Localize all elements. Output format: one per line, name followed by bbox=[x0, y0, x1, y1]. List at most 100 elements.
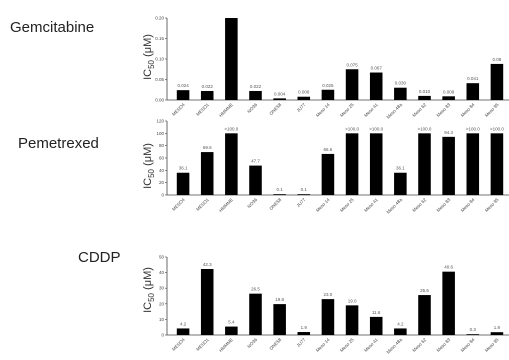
data-label: >100.0 bbox=[345, 126, 359, 131]
category-label: MESO1 bbox=[195, 102, 210, 117]
data-label: >100.0 bbox=[466, 126, 480, 131]
bar-meso4 bbox=[176, 328, 190, 335]
y-tick-label: 40 bbox=[159, 270, 165, 275]
category-label: NO36 bbox=[246, 102, 258, 114]
data-label: 4.2 bbox=[180, 321, 187, 326]
bar-hmmme bbox=[225, 133, 238, 195]
bar-meso-25 bbox=[345, 69, 359, 100]
svg-text:IC50 (μM): IC50 (μM) bbox=[142, 143, 156, 189]
svg-text:IC50 (μM): IC50 (μM) bbox=[142, 34, 156, 80]
data-label: 0.022 bbox=[202, 84, 214, 89]
data-label: 0.030 bbox=[395, 81, 407, 86]
pemetrexed-label: Pemetrexed bbox=[18, 135, 99, 152]
data-label: 26.5 bbox=[251, 287, 260, 292]
bar-meso-62 bbox=[418, 95, 431, 100]
data-label: 0.1 bbox=[277, 187, 284, 192]
category-label: MESO1 bbox=[195, 197, 210, 212]
cddp-y-axis-label: IC50 (μM) bbox=[142, 267, 156, 313]
bar-meso-84 bbox=[466, 133, 480, 195]
category-label: Meso 41 bbox=[363, 102, 379, 118]
bar-meso-41 bbox=[369, 133, 383, 195]
bar-meso1 bbox=[200, 90, 214, 100]
category-label: Meso 95 bbox=[484, 197, 500, 213]
bar-meso-14 bbox=[321, 299, 335, 335]
y-tick-label: 0 bbox=[161, 333, 164, 338]
data-label: 0.075 bbox=[346, 62, 358, 67]
y-tick-label: 60 bbox=[159, 156, 165, 161]
category-label: MESO4 bbox=[171, 197, 186, 212]
bar-ju77 bbox=[297, 194, 311, 195]
y-tick-label: 0.10 bbox=[155, 57, 164, 62]
bar-meso4 bbox=[176, 90, 190, 100]
category-label: Meso 84 bbox=[460, 337, 476, 353]
data-label: >100.0 bbox=[418, 126, 432, 131]
y-tick-label: 100 bbox=[156, 131, 164, 136]
cddp-label: CDDP bbox=[78, 249, 121, 266]
bar-meso-41 bbox=[369, 72, 383, 100]
y-tick-label: 0 bbox=[161, 193, 164, 198]
bar-one58 bbox=[273, 194, 286, 195]
category-label: Meso 14 bbox=[315, 102, 331, 118]
cddp-panel: CDDP IC50 (μM) 010203040504.2MESO442.3ME… bbox=[78, 249, 509, 355]
data-label: 94.3 bbox=[444, 130, 453, 135]
ylabel-main: IC bbox=[142, 302, 154, 313]
category-label: Meso 62 bbox=[411, 337, 427, 353]
bar-meso-83 bbox=[442, 96, 455, 100]
bar-hmmme bbox=[225, 326, 238, 335]
svg-text:IC50 (μM): IC50 (μM) bbox=[142, 267, 156, 313]
category-label: Meso 62 bbox=[411, 102, 427, 118]
gemcitabine-label: Gemcitabine bbox=[10, 19, 94, 36]
bar-no36 bbox=[249, 165, 262, 195]
data-label: 25.6 bbox=[420, 288, 429, 293]
data-label: 0.009 bbox=[443, 89, 455, 94]
data-label: 0.08 bbox=[493, 57, 502, 62]
data-label: 69.6 bbox=[203, 145, 212, 150]
pemetrexed-y-axis-label: IC50 (μM) bbox=[142, 143, 156, 189]
bar-meso-14 bbox=[321, 153, 335, 195]
ylabel-unit: (μM) bbox=[142, 267, 154, 293]
bar-meso-83 bbox=[442, 271, 455, 335]
category-label: Meso 83 bbox=[436, 337, 452, 353]
data-label: 0.1 bbox=[301, 187, 308, 192]
data-label: 0.067 bbox=[371, 66, 383, 71]
category-label: Meso 95 bbox=[484, 102, 500, 118]
category-label: Meso 62 bbox=[411, 197, 427, 213]
data-label: 19.8 bbox=[275, 297, 284, 302]
y-tick-label: 0.20 bbox=[155, 16, 164, 21]
category-label: Meso 14 bbox=[315, 197, 331, 213]
data-label: 36.1 bbox=[179, 166, 188, 171]
category-label: NO36 bbox=[246, 337, 258, 349]
data-label: 0.008 bbox=[298, 90, 310, 95]
bar-meso4 bbox=[176, 172, 190, 195]
data-label: >100.0 bbox=[490, 126, 504, 131]
category-label: Meso 95 bbox=[484, 337, 500, 353]
category-label: HMMME bbox=[218, 102, 234, 118]
y-tick-label: 20 bbox=[159, 301, 165, 306]
category-label: Meso 83 bbox=[436, 197, 452, 213]
data-label: 66.6 bbox=[324, 147, 333, 152]
category-label: ONE58 bbox=[268, 102, 282, 116]
category-label: JU77 bbox=[296, 337, 307, 348]
ylabel-main: IC bbox=[142, 178, 154, 189]
data-label: 47.7 bbox=[251, 159, 260, 164]
data-label: 0.041 bbox=[467, 76, 479, 81]
bar-no36 bbox=[249, 90, 262, 100]
category-label: Meso 83 bbox=[436, 102, 452, 118]
category-label: Meso 84 bbox=[460, 102, 476, 118]
bar-meso-84 bbox=[466, 334, 480, 335]
category-label: ONE58 bbox=[268, 337, 282, 351]
ylabel-unit: (μM) bbox=[142, 34, 154, 60]
data-label: 0.024 bbox=[177, 83, 189, 88]
y-tick-label: 120 bbox=[156, 119, 164, 124]
data-label: 11.6 bbox=[372, 310, 381, 315]
bar-ju77 bbox=[297, 96, 311, 100]
data-label: 0.025 bbox=[322, 83, 334, 88]
bar-one58 bbox=[273, 304, 286, 335]
bar-meso-84 bbox=[466, 83, 480, 100]
category-label: Meso 84 bbox=[460, 197, 476, 213]
category-label: JU77 bbox=[296, 102, 307, 113]
bar-one58 bbox=[273, 98, 286, 100]
category-label: NO36 bbox=[246, 197, 258, 209]
y-tick-label: 50 bbox=[159, 255, 165, 260]
